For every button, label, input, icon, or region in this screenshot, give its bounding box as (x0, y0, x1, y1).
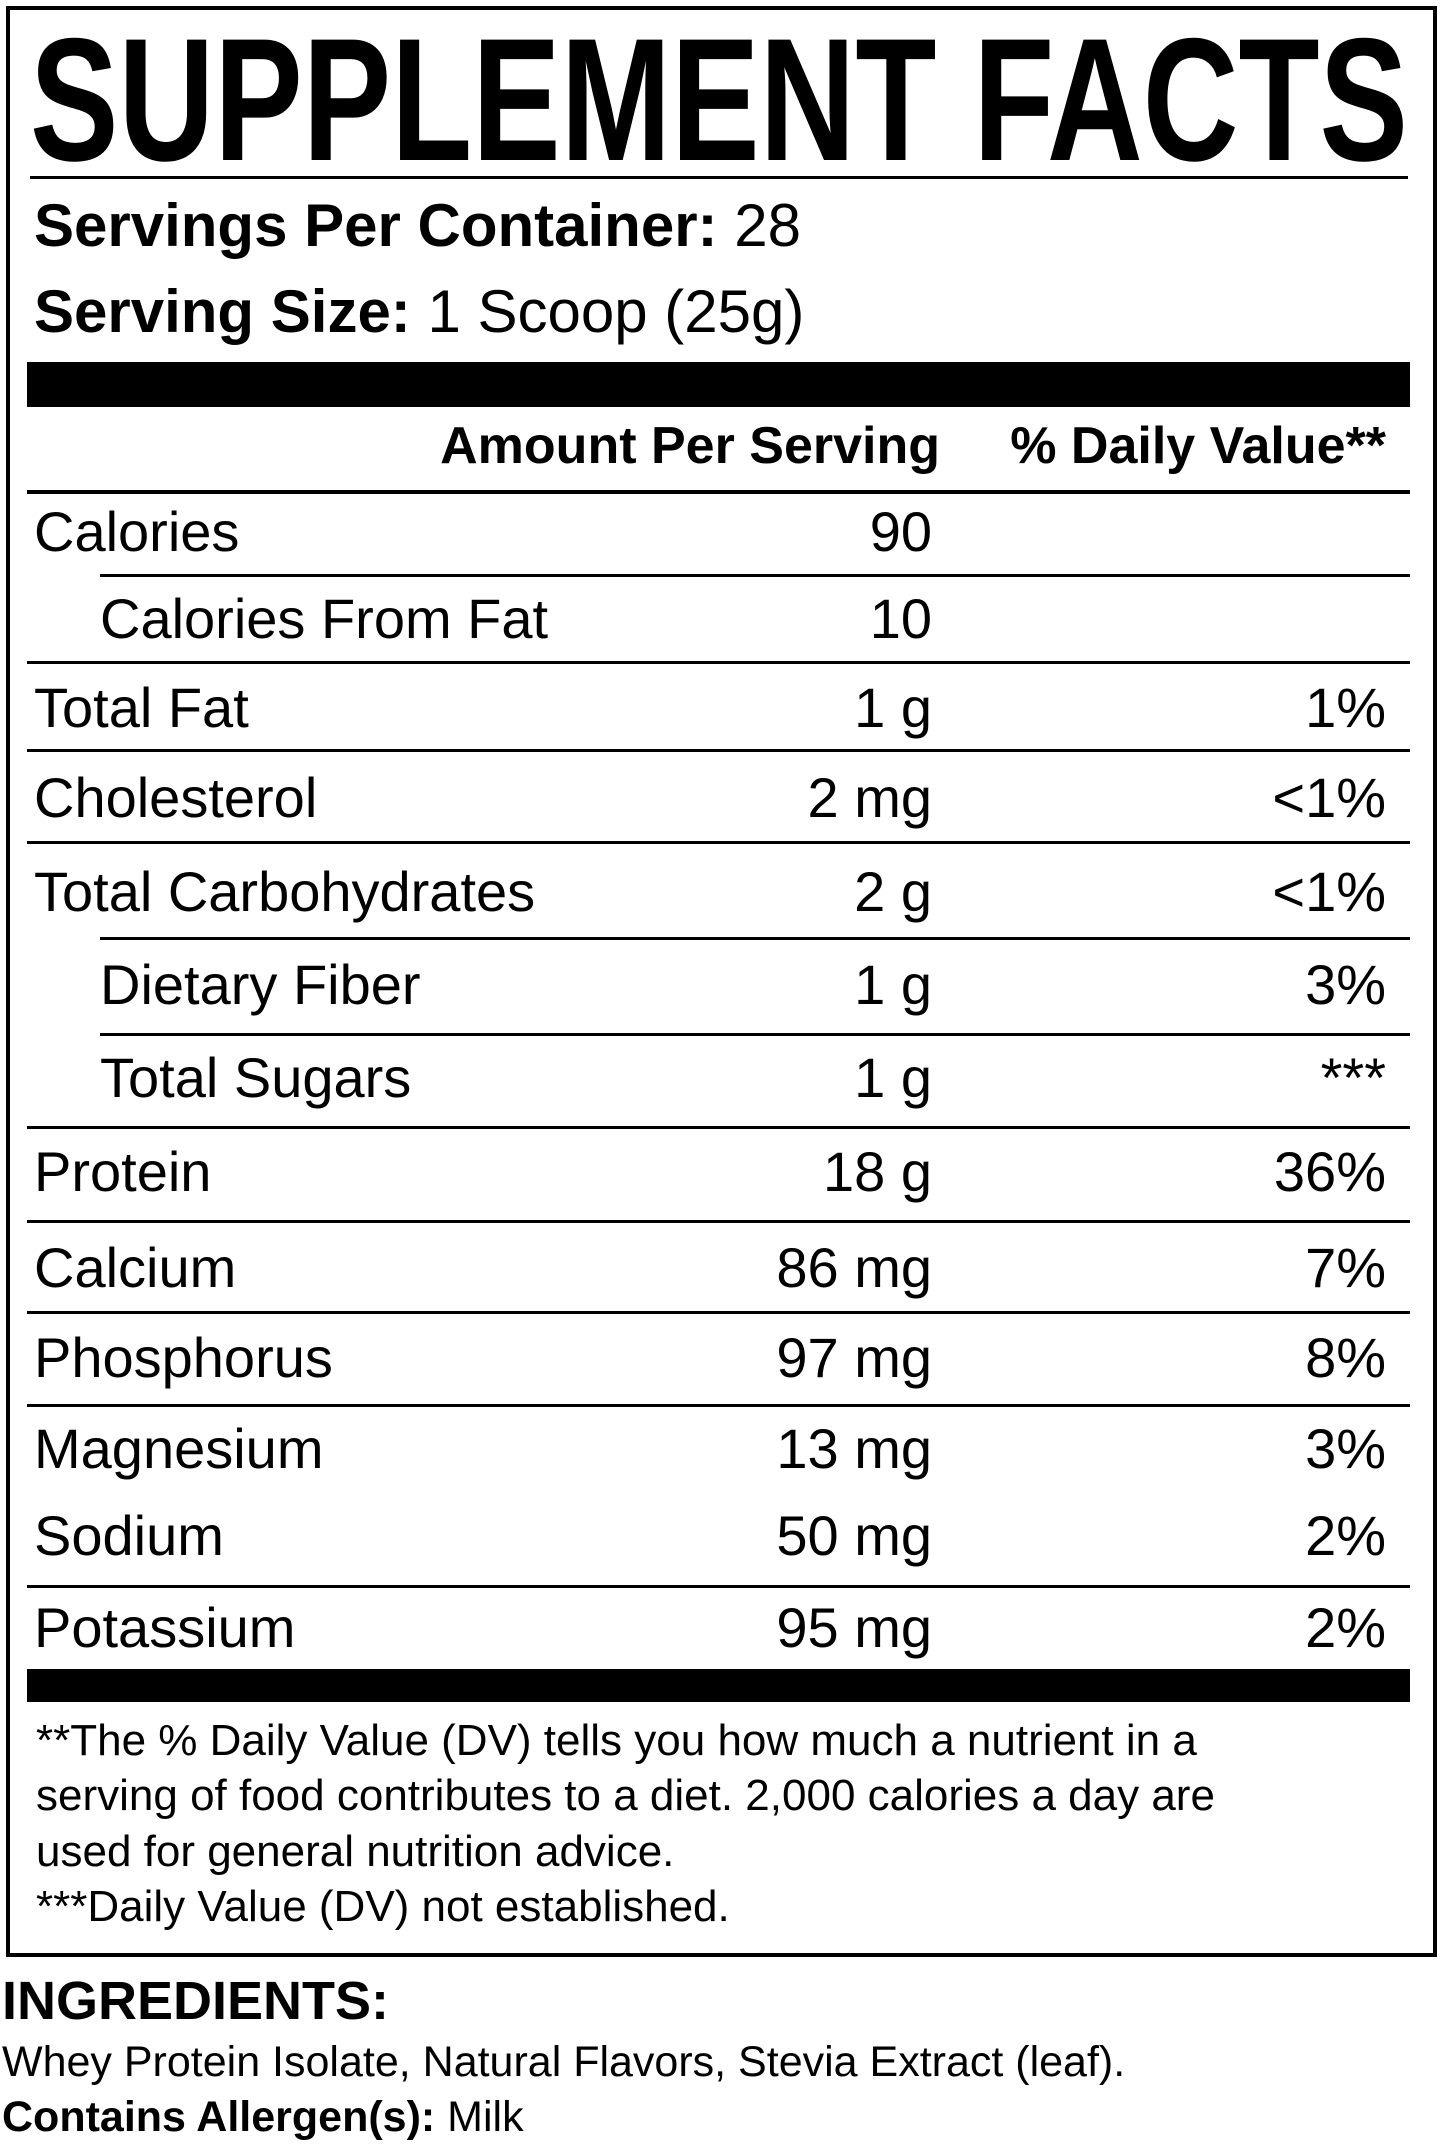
rule (27, 1404, 1410, 1407)
footnote: ***Daily Value (DV) not established. (36, 1882, 730, 1931)
rule (27, 1311, 1410, 1314)
nutrient-amount: 1 g (854, 953, 932, 1016)
value: 1 Scoop (25g) (427, 278, 804, 345)
rule (27, 1126, 1410, 1129)
rule (27, 1220, 1410, 1223)
nutrient-daily-value: 2% (1305, 1504, 1386, 1567)
rule (27, 749, 1410, 752)
nutrient-daily-value: 1% (1305, 676, 1386, 739)
value: Milk (447, 2093, 524, 2141)
nutrient-name: Total Fat (34, 676, 249, 739)
nutrient-amount: 86 mg (776, 1236, 932, 1299)
nutrient-amount: 2 mg (808, 766, 933, 829)
rule (27, 661, 1410, 664)
rule (27, 841, 1410, 844)
nutrient-name: Sodium (34, 1504, 224, 1567)
nutrient-amount: 13 mg (776, 1417, 932, 1480)
thick-bar (27, 1669, 1410, 1702)
nutrient-amount: 50 mg (776, 1504, 932, 1567)
rule (100, 574, 1410, 577)
nutrient-amount: 90 (870, 500, 932, 563)
nutrient-daily-value: <1% (1272, 766, 1386, 829)
nutrient-name: Phosphorus (34, 1326, 333, 1389)
label-border (6, 6, 1437, 1957)
nutrient-daily-value: 3% (1305, 1417, 1386, 1480)
rule (27, 1585, 1410, 1588)
nutrient-name: Calcium (34, 1236, 236, 1299)
rule (30, 176, 1408, 179)
rule (100, 937, 1410, 940)
nutrient-amount: 18 g (823, 1140, 932, 1203)
nutrient-daily-value: 36% (1274, 1140, 1386, 1203)
ingredients-heading: INGREDIENTS: (2, 1971, 389, 2031)
label: Servings Per Container: (34, 192, 718, 259)
nutrient-amount: 10 (870, 587, 932, 650)
nutrient-amount: 2 g (854, 860, 932, 923)
value: 28 (734, 192, 801, 259)
nutrient-name: Dietary Fiber (100, 953, 421, 1016)
label: Contains Allergen(s): (2, 2093, 435, 2141)
nutrient-name: Potassium (34, 1596, 295, 1659)
serving-size: Serving Size: 1 Scoop (25g) (34, 278, 804, 345)
ingredients-text: Whey Protein Isolate, Natural Flavors, S… (2, 2038, 1125, 2086)
nutrient-amount: 97 mg (776, 1326, 932, 1389)
daily-value-header: % Daily Value** (1010, 417, 1387, 475)
nutrient-amount: 1 g (854, 1046, 932, 1109)
footnote: **The % Daily Value (DV) tells you how m… (36, 1716, 1197, 1765)
rule (27, 490, 1410, 494)
nutrient-amount: 95 mg (776, 1596, 932, 1659)
label: Serving Size: (34, 278, 411, 345)
nutrient-name: Magnesium (34, 1417, 323, 1480)
allergens: Contains Allergen(s): Milk (2, 2093, 524, 2141)
footnote: serving of food contributes to a diet. 2… (36, 1771, 1215, 1820)
nutrient-name: Calories From Fat (100, 587, 549, 650)
nutrient-name: Cholesterol (34, 766, 317, 829)
nutrient-daily-value: *** (1321, 1046, 1386, 1109)
rule (100, 1033, 1410, 1036)
nutrient-daily-value: 8% (1305, 1326, 1386, 1389)
nutrient-daily-value: 3% (1305, 953, 1386, 1016)
nutrient-name: Protein (34, 1140, 211, 1203)
title: SUPPLEMENT FACTS (30, 3, 1408, 198)
nutrient-amount: 1 g (854, 676, 932, 739)
footnote: used for general nutrition advice. (36, 1827, 674, 1876)
nutrient-daily-value: <1% (1272, 860, 1386, 923)
nutrient-name: Calories (34, 500, 239, 563)
nutrient-daily-value: 2% (1305, 1596, 1386, 1659)
amount-header: Amount Per Serving (440, 417, 940, 475)
nutrient-name: Total Sugars (100, 1046, 411, 1109)
nutrient-name: Total Carbohydrates (34, 860, 535, 923)
servings-per-container: Servings Per Container: 28 (34, 192, 801, 259)
nutrient-daily-value: 7% (1305, 1236, 1386, 1299)
thick-bar (27, 362, 1410, 407)
